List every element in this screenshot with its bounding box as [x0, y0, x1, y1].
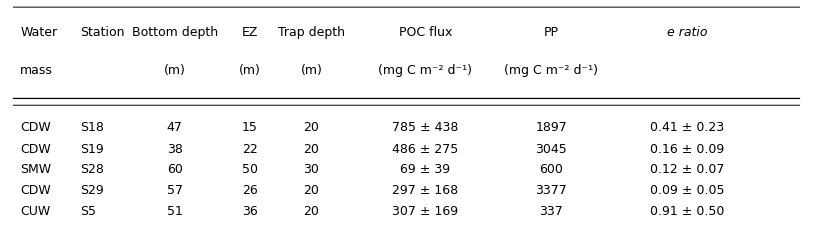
- Text: 307 ± 169: 307 ± 169: [392, 204, 459, 217]
- Text: 20: 20: [303, 204, 320, 217]
- Text: 0.91 ± 0.50: 0.91 ± 0.50: [650, 204, 724, 217]
- Text: 30: 30: [303, 162, 320, 175]
- Text: S19: S19: [80, 142, 103, 155]
- Text: 0.41 ± 0.23: 0.41 ± 0.23: [650, 121, 724, 134]
- Text: 26: 26: [241, 183, 258, 196]
- Text: 600: 600: [539, 162, 563, 175]
- Text: 0.12 ± 0.07: 0.12 ± 0.07: [650, 162, 724, 175]
- Text: SMW: SMW: [20, 162, 51, 175]
- Text: S29: S29: [80, 183, 103, 196]
- Text: 0.16 ± 0.09: 0.16 ± 0.09: [650, 142, 724, 155]
- Text: CDW: CDW: [20, 183, 51, 196]
- Text: Bottom depth: Bottom depth: [132, 26, 218, 39]
- Text: 47: 47: [167, 121, 183, 134]
- Text: 69 ± 39: 69 ± 39: [400, 162, 450, 175]
- Text: 486 ± 275: 486 ± 275: [392, 142, 459, 155]
- Text: 22: 22: [241, 142, 258, 155]
- Text: 1897: 1897: [535, 121, 567, 134]
- Text: 0.09 ± 0.05: 0.09 ± 0.05: [650, 183, 724, 196]
- Text: (m): (m): [239, 63, 260, 76]
- Text: e ratio: e ratio: [667, 26, 707, 39]
- Text: (mg C m⁻² d⁻¹): (mg C m⁻² d⁻¹): [504, 63, 598, 76]
- Text: 38: 38: [167, 142, 183, 155]
- Text: Trap depth: Trap depth: [278, 26, 345, 39]
- Text: POC flux: POC flux: [398, 26, 452, 39]
- Text: (mg C m⁻² d⁻¹): (mg C m⁻² d⁻¹): [378, 63, 472, 76]
- Text: 36: 36: [241, 204, 258, 217]
- Text: EZ: EZ: [241, 26, 258, 39]
- Text: 337: 337: [539, 204, 563, 217]
- Text: (m): (m): [164, 63, 185, 76]
- Text: 60: 60: [167, 162, 183, 175]
- Text: 20: 20: [303, 183, 320, 196]
- Text: 785 ± 438: 785 ± 438: [392, 121, 459, 134]
- Text: 50: 50: [241, 162, 258, 175]
- Text: S28: S28: [80, 162, 103, 175]
- Text: Water: Water: [20, 26, 58, 39]
- Text: 20: 20: [303, 142, 320, 155]
- Text: 20: 20: [303, 121, 320, 134]
- Text: 3377: 3377: [535, 183, 567, 196]
- Text: 297 ± 168: 297 ± 168: [392, 183, 459, 196]
- Text: S5: S5: [80, 204, 96, 217]
- Text: 57: 57: [167, 183, 183, 196]
- Text: Station: Station: [80, 26, 124, 39]
- Text: 15: 15: [241, 121, 258, 134]
- Text: CDW: CDW: [20, 121, 51, 134]
- Text: CUW: CUW: [20, 204, 50, 217]
- Text: S18: S18: [80, 121, 103, 134]
- Text: 51: 51: [167, 204, 183, 217]
- Text: PP: PP: [544, 26, 559, 39]
- Text: mass: mass: [20, 63, 53, 76]
- Text: (m): (m): [301, 63, 322, 76]
- Text: CDW: CDW: [20, 142, 51, 155]
- Text: 3045: 3045: [535, 142, 567, 155]
